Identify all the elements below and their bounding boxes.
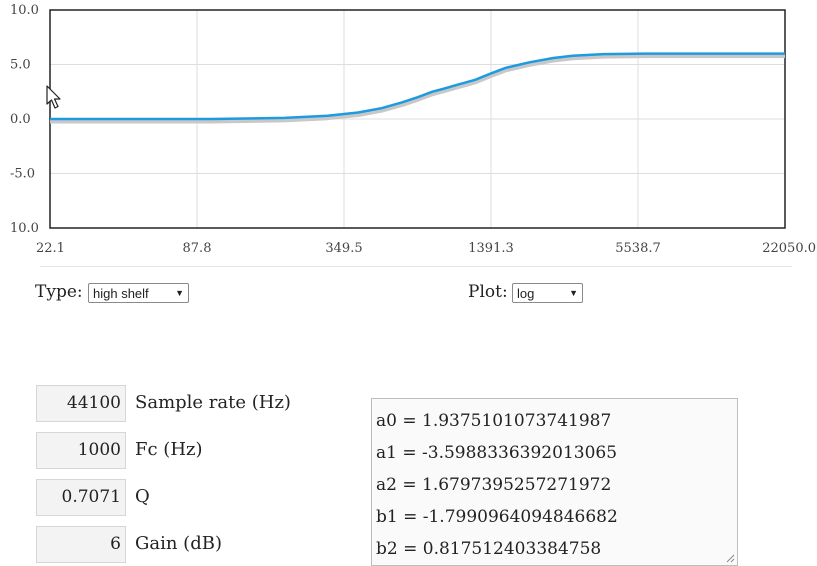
- coefficient-a2: a2 = 1.6797395257271972: [376, 475, 612, 495]
- resize-grip-icon[interactable]: [725, 553, 735, 563]
- x-tick-label: 22.1: [36, 241, 65, 256]
- gain-input[interactable]: 6: [36, 526, 126, 563]
- response-curve: [50, 52, 785, 121]
- x-tick-label: 87.8: [183, 241, 212, 256]
- coefficient-a1: a1 = -3.5988336392013065: [376, 443, 618, 463]
- fc-label: Fc (Hz): [135, 439, 203, 460]
- coefficient-b1: b1 = -1.7990964094846682: [376, 507, 618, 527]
- sample-rate-label: Sample rate (Hz): [135, 392, 291, 413]
- x-tick-label: 22050.0: [762, 241, 816, 256]
- x-tick-label: 349.5: [325, 241, 362, 256]
- type-label: Type:: [35, 282, 83, 302]
- type-select-value: high shelf: [93, 285, 149, 301]
- frequency-response-plot: 22.1 87.8 349.5 1391.3 5538.7 22050.0 10.0 5.0 0…: [0, 0, 817, 268]
- y-tick-label: 5.0: [10, 58, 31, 73]
- chevron-down-icon: ▼: [175, 288, 184, 298]
- chart-svg: 22.1 87.8 349.5 1391.3 5538.7 22050.0 10.0 5.0 0…: [10, 3, 816, 256]
- gain-label: Gain (dB): [135, 533, 222, 554]
- q-input[interactable]: 0.7071: [36, 479, 126, 516]
- q-label: Q: [135, 486, 150, 507]
- type-select[interactable]: high shelf ▼: [88, 283, 189, 303]
- response-curve-shadow: [50, 53, 785, 124]
- y-tick-label: 10.0: [10, 221, 39, 236]
- separator: [40, 266, 792, 267]
- plot-select[interactable]: log ▼: [512, 283, 583, 303]
- mouse-cursor-icon: [46, 85, 61, 109]
- coefficients-textarea[interactable]: a0 = 1.9375101073741987 a1 = -3.59883363…: [371, 398, 738, 566]
- x-tick-label: 5538.7: [615, 241, 661, 256]
- coefficient-a0: a0 = 1.9375101073741987: [376, 411, 612, 431]
- fc-input[interactable]: 1000: [36, 432, 126, 469]
- coefficient-b2: b2 = 0.817512403384758: [376, 539, 602, 559]
- plot-label: Plot:: [468, 282, 508, 302]
- sample-rate-input[interactable]: 44100: [36, 385, 126, 422]
- chevron-down-icon: ▼: [569, 288, 578, 298]
- plot-select-value: log: [517, 285, 535, 301]
- x-tick-label: 1391.3: [468, 241, 514, 256]
- y-tick-label: 10.0: [10, 3, 39, 18]
- y-tick-label: -5.0: [10, 167, 35, 182]
- y-tick-label: 0.0: [10, 112, 31, 127]
